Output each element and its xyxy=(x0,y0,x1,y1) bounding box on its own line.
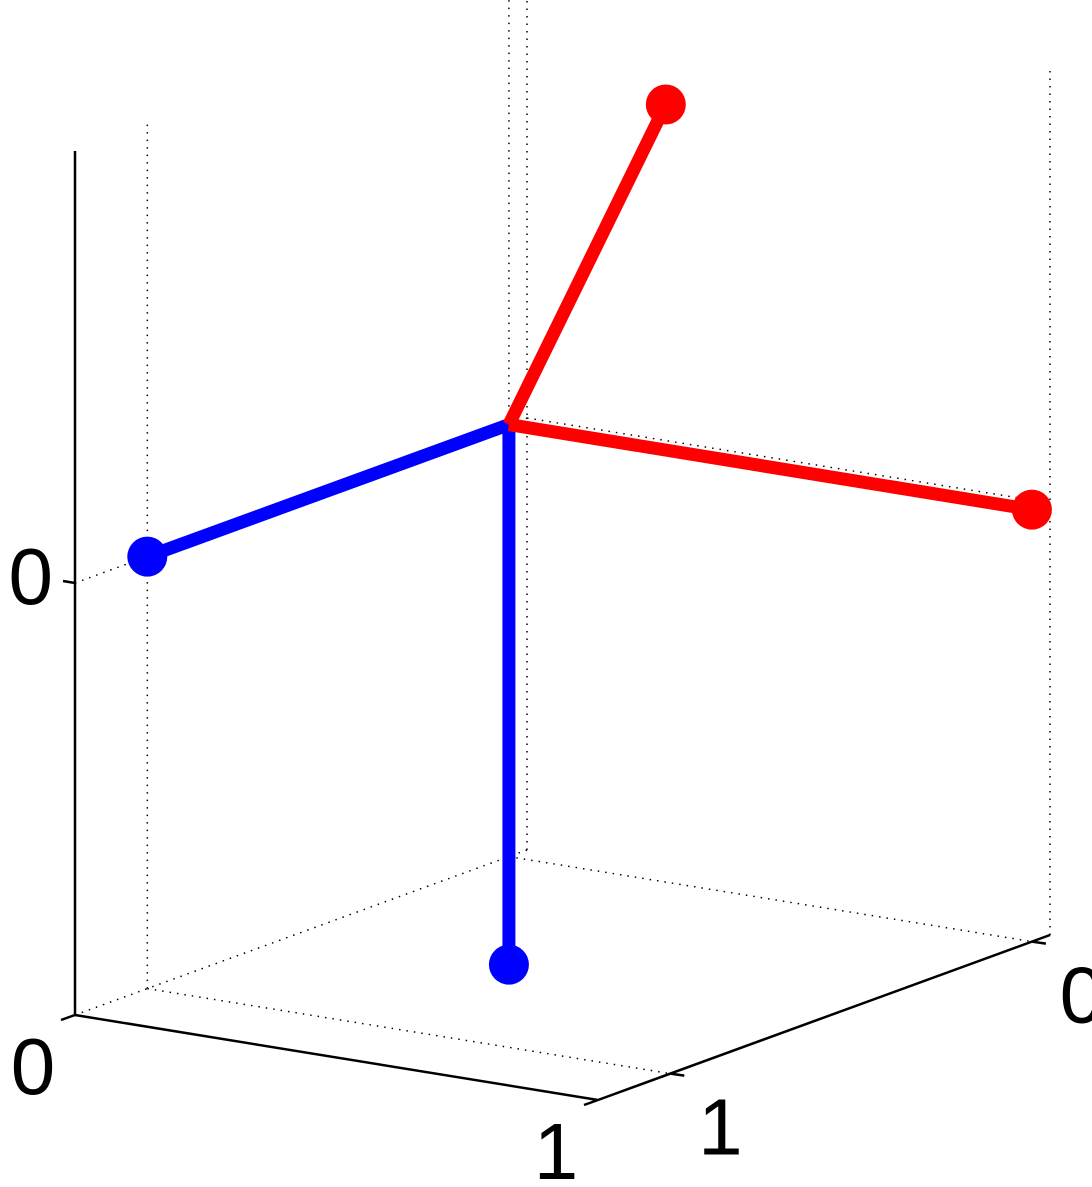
data-point xyxy=(127,536,168,577)
x-tick xyxy=(60,1013,76,1022)
data-point xyxy=(488,944,529,985)
data-line xyxy=(503,101,672,428)
grid-line xyxy=(147,987,671,1075)
data-line xyxy=(145,418,512,563)
x-tick xyxy=(583,1098,599,1107)
data-point xyxy=(645,84,686,125)
data-point xyxy=(1011,489,1052,530)
y-tick xyxy=(670,1072,685,1077)
x-tick-label: 0 xyxy=(11,1022,56,1111)
grid-line xyxy=(74,849,528,1016)
y-tick-label: 0 xyxy=(1060,951,1092,1040)
z-tick xyxy=(62,579,76,585)
y-tick-label: 1 xyxy=(698,1083,743,1172)
z-tick-label: 0 xyxy=(9,532,54,621)
y-tick xyxy=(1031,940,1047,945)
grid-line xyxy=(508,855,1033,943)
x-tick-label: 1 xyxy=(534,1107,579,1187)
grid-line xyxy=(526,417,1051,504)
x-axis xyxy=(74,1013,599,1102)
y-axis xyxy=(597,933,1051,1102)
data-line xyxy=(507,418,1033,517)
